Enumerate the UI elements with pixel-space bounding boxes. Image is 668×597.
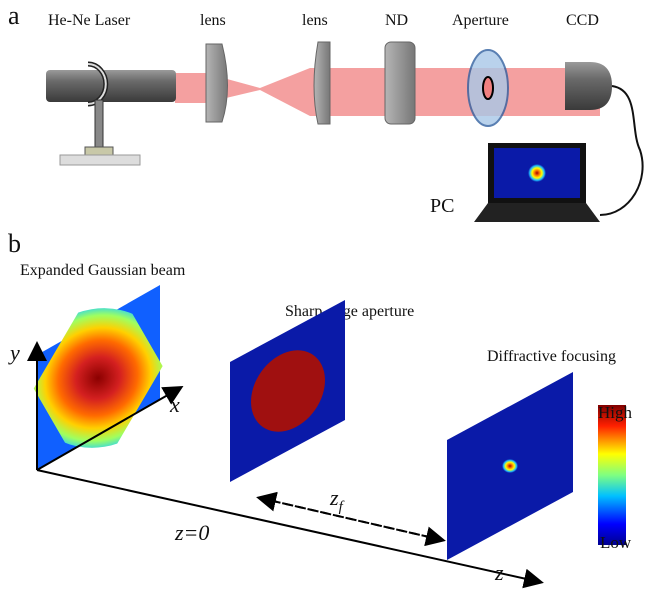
- colorbar-high: High: [598, 403, 633, 422]
- colorbar: [598, 405, 626, 545]
- planes: [0, 282, 573, 560]
- axis-label: z: [494, 560, 504, 585]
- plane-label: Expanded Gaussian beam: [20, 262, 186, 279]
- distance-symbol: z: [329, 485, 339, 510]
- setup: [46, 42, 643, 222]
- component-label: Aperture: [452, 12, 509, 29]
- colorbar-low: Low: [600, 533, 632, 552]
- component-label: CCD: [566, 12, 599, 29]
- plane-label: Sharp-edge aperture: [285, 303, 414, 320]
- pc-label: PC: [430, 195, 454, 217]
- component-label: lens: [302, 12, 328, 29]
- distance-label: zf: [329, 485, 345, 515]
- origin-label: z=0: [174, 520, 209, 545]
- component-label: lens: [200, 12, 226, 29]
- axis-label: x: [169, 392, 180, 417]
- axis-label: y: [8, 340, 20, 365]
- component-label: He-Ne Laser: [48, 12, 131, 29]
- figure: a He-Ne Laser lens lens ND Aperture CCD …: [0, 0, 668, 592]
- plane-label: Diffractive focusing: [487, 348, 616, 365]
- distance-subscript: f: [339, 499, 345, 515]
- component-label: ND: [385, 12, 408, 29]
- panel-label: b: [8, 229, 21, 258]
- panel-label: a: [8, 1, 20, 30]
